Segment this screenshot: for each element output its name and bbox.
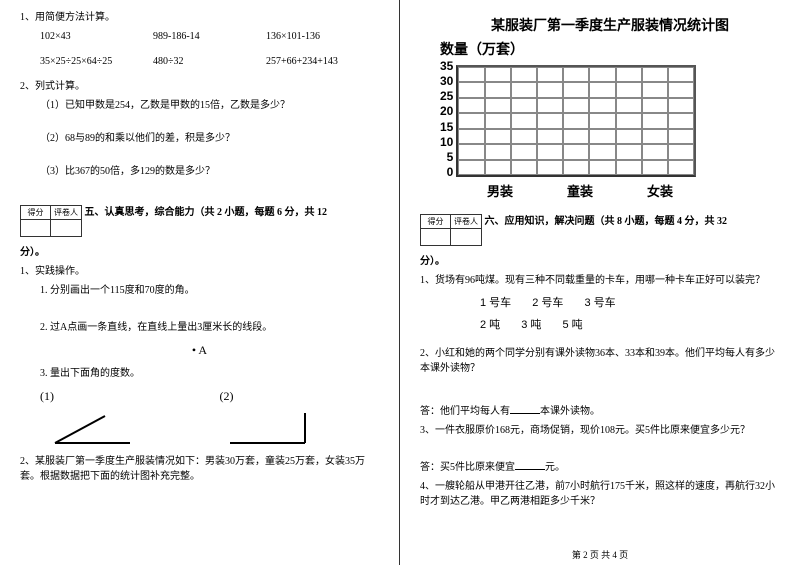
x-label: 女装 [647, 181, 673, 200]
q2-answer: 答：他们平均每人有 本课外读物。 [420, 404, 780, 419]
angle-diagrams: (1) (2) [20, 389, 379, 448]
ans-post: 元。 [545, 462, 565, 473]
p1-s1: 1. 分别画出一个115度和70度的角。 [20, 283, 379, 298]
ton: 2 吨 [480, 319, 500, 331]
p1-s3: 3. 量出下面角的度数。 [20, 366, 379, 381]
q2-item: （2）68与89的和乘以他们的差，积是多少？ [20, 131, 379, 146]
blank[interactable] [515, 460, 545, 470]
ton: 5 吨 [563, 319, 583, 331]
page-footer: 第 2 页 共 4 页 [400, 548, 800, 561]
y-tick: 30 [440, 74, 453, 88]
ton: 3 吨 [521, 319, 541, 331]
score-box: 得分 评卷人 [420, 214, 482, 246]
y-ticks: 35 30 25 20 15 10 5 0 [440, 59, 456, 179]
grader-lbl: 评卷人 [51, 206, 81, 220]
y-tick: 35 [440, 59, 453, 73]
angle2-label: (2) [200, 389, 380, 404]
angle2-icon [200, 408, 320, 448]
q2-text: 2、小红和她的两个同学分别有课外读物36本、33本和39本。他们平均每人有多少本… [420, 346, 780, 376]
x-label: 童装 [567, 181, 593, 200]
expr: 989-186-14 [153, 29, 266, 44]
y-tick: 5 [447, 150, 454, 164]
q2-item: （3）比367的50倍，多129的数是多少？ [20, 164, 379, 179]
section6-title: 六、应用知识，解决问题（共 8 小题，每题 4 分，共 32 [485, 216, 728, 227]
p2-text: 2、某服装厂第一季度生产服装情况如下：男装30万套，童装25万套，女装35万套。… [20, 454, 379, 484]
angle1-icon [20, 408, 140, 448]
q2-title: 2、列式计算。 [20, 79, 379, 94]
truck: 2 号车 [532, 297, 563, 309]
q3-answer: 答：买5件比原来便宜 元。 [420, 460, 780, 475]
truck-tons: 2 吨 3 吨 5 吨 [420, 316, 780, 332]
score-lbl: 得分 [21, 206, 50, 220]
expr: 257+66+234+143 [266, 54, 379, 69]
y-tick: 20 [440, 104, 453, 118]
q1-title: 1、用简便方法计算。 [20, 10, 379, 25]
expr: 480÷32 [153, 54, 266, 69]
point-a: • A [20, 343, 379, 358]
y-tick: 25 [440, 89, 453, 103]
y-tick: 0 [447, 165, 454, 179]
y-tick: 15 [440, 120, 453, 134]
expr: 35×25÷25×64÷25 [40, 54, 153, 69]
q1-text: 1、货场有96吨煤。现有三种不同载重量的卡车，用哪一种卡车正好可以装完？ [420, 273, 780, 288]
q3-text: 3、一件衣服原价168元，商场促销，现价108元。买5件比原来便宜多少元？ [420, 423, 780, 438]
x-labels: 男装 童装 女装 [460, 181, 700, 200]
ans-pre: 答：买5件比原来便宜 [420, 462, 515, 473]
y-axis-label: 数量（万套） [440, 39, 780, 59]
ans-post: 本课外读物。 [540, 406, 600, 417]
section6-cont: 分）。 [420, 254, 780, 269]
truck: 1 号车 [480, 297, 511, 309]
p1-s2: 2. 过A点画一条直线，在直线上量出3厘米长的线段。 [20, 320, 379, 335]
section5-cont: 分）。 [20, 245, 379, 260]
truck-names: 1 号车 2 号车 3 号车 [420, 294, 780, 310]
score-lbl: 得分 [421, 215, 450, 229]
y-tick: 10 [440, 135, 453, 149]
ans-pre: 答：他们平均每人有 [420, 406, 510, 417]
q4-text: 4、一艘轮船从甲港开往乙港，前7小时航行175千米，照这样的速度，再航行32小时… [420, 479, 780, 509]
q1-row1: 102×43 989-186-14 136×101-136 [20, 29, 379, 44]
blank[interactable] [510, 404, 540, 414]
angle1-label: (1) [20, 389, 200, 404]
chart-title: 某服装厂第一季度生产服装情况统计图 [440, 15, 780, 35]
q2-item: （1）已知甲数是254，乙数是甲数的15倍，乙数是多少？ [20, 98, 379, 113]
expr: 136×101-136 [266, 29, 379, 44]
expr: 102×43 [40, 29, 153, 44]
x-label: 男装 [487, 181, 513, 200]
score-box: 得分 评卷人 [20, 205, 82, 237]
truck: 3 号车 [585, 297, 616, 309]
section5-title: 五、认真思考，综合能力（共 2 小题，每题 6 分，共 12 [85, 207, 328, 218]
p1-title: 1、实践操作。 [20, 264, 379, 279]
grader-lbl: 评卷人 [451, 215, 481, 229]
q1-row2: 35×25÷25×64÷25 480÷32 257+66+234+143 [20, 54, 379, 69]
bar-chart: 某服装厂第一季度生产服装情况统计图 数量（万套） 35 30 25 20 15 … [440, 15, 780, 200]
chart-grid [456, 65, 696, 177]
